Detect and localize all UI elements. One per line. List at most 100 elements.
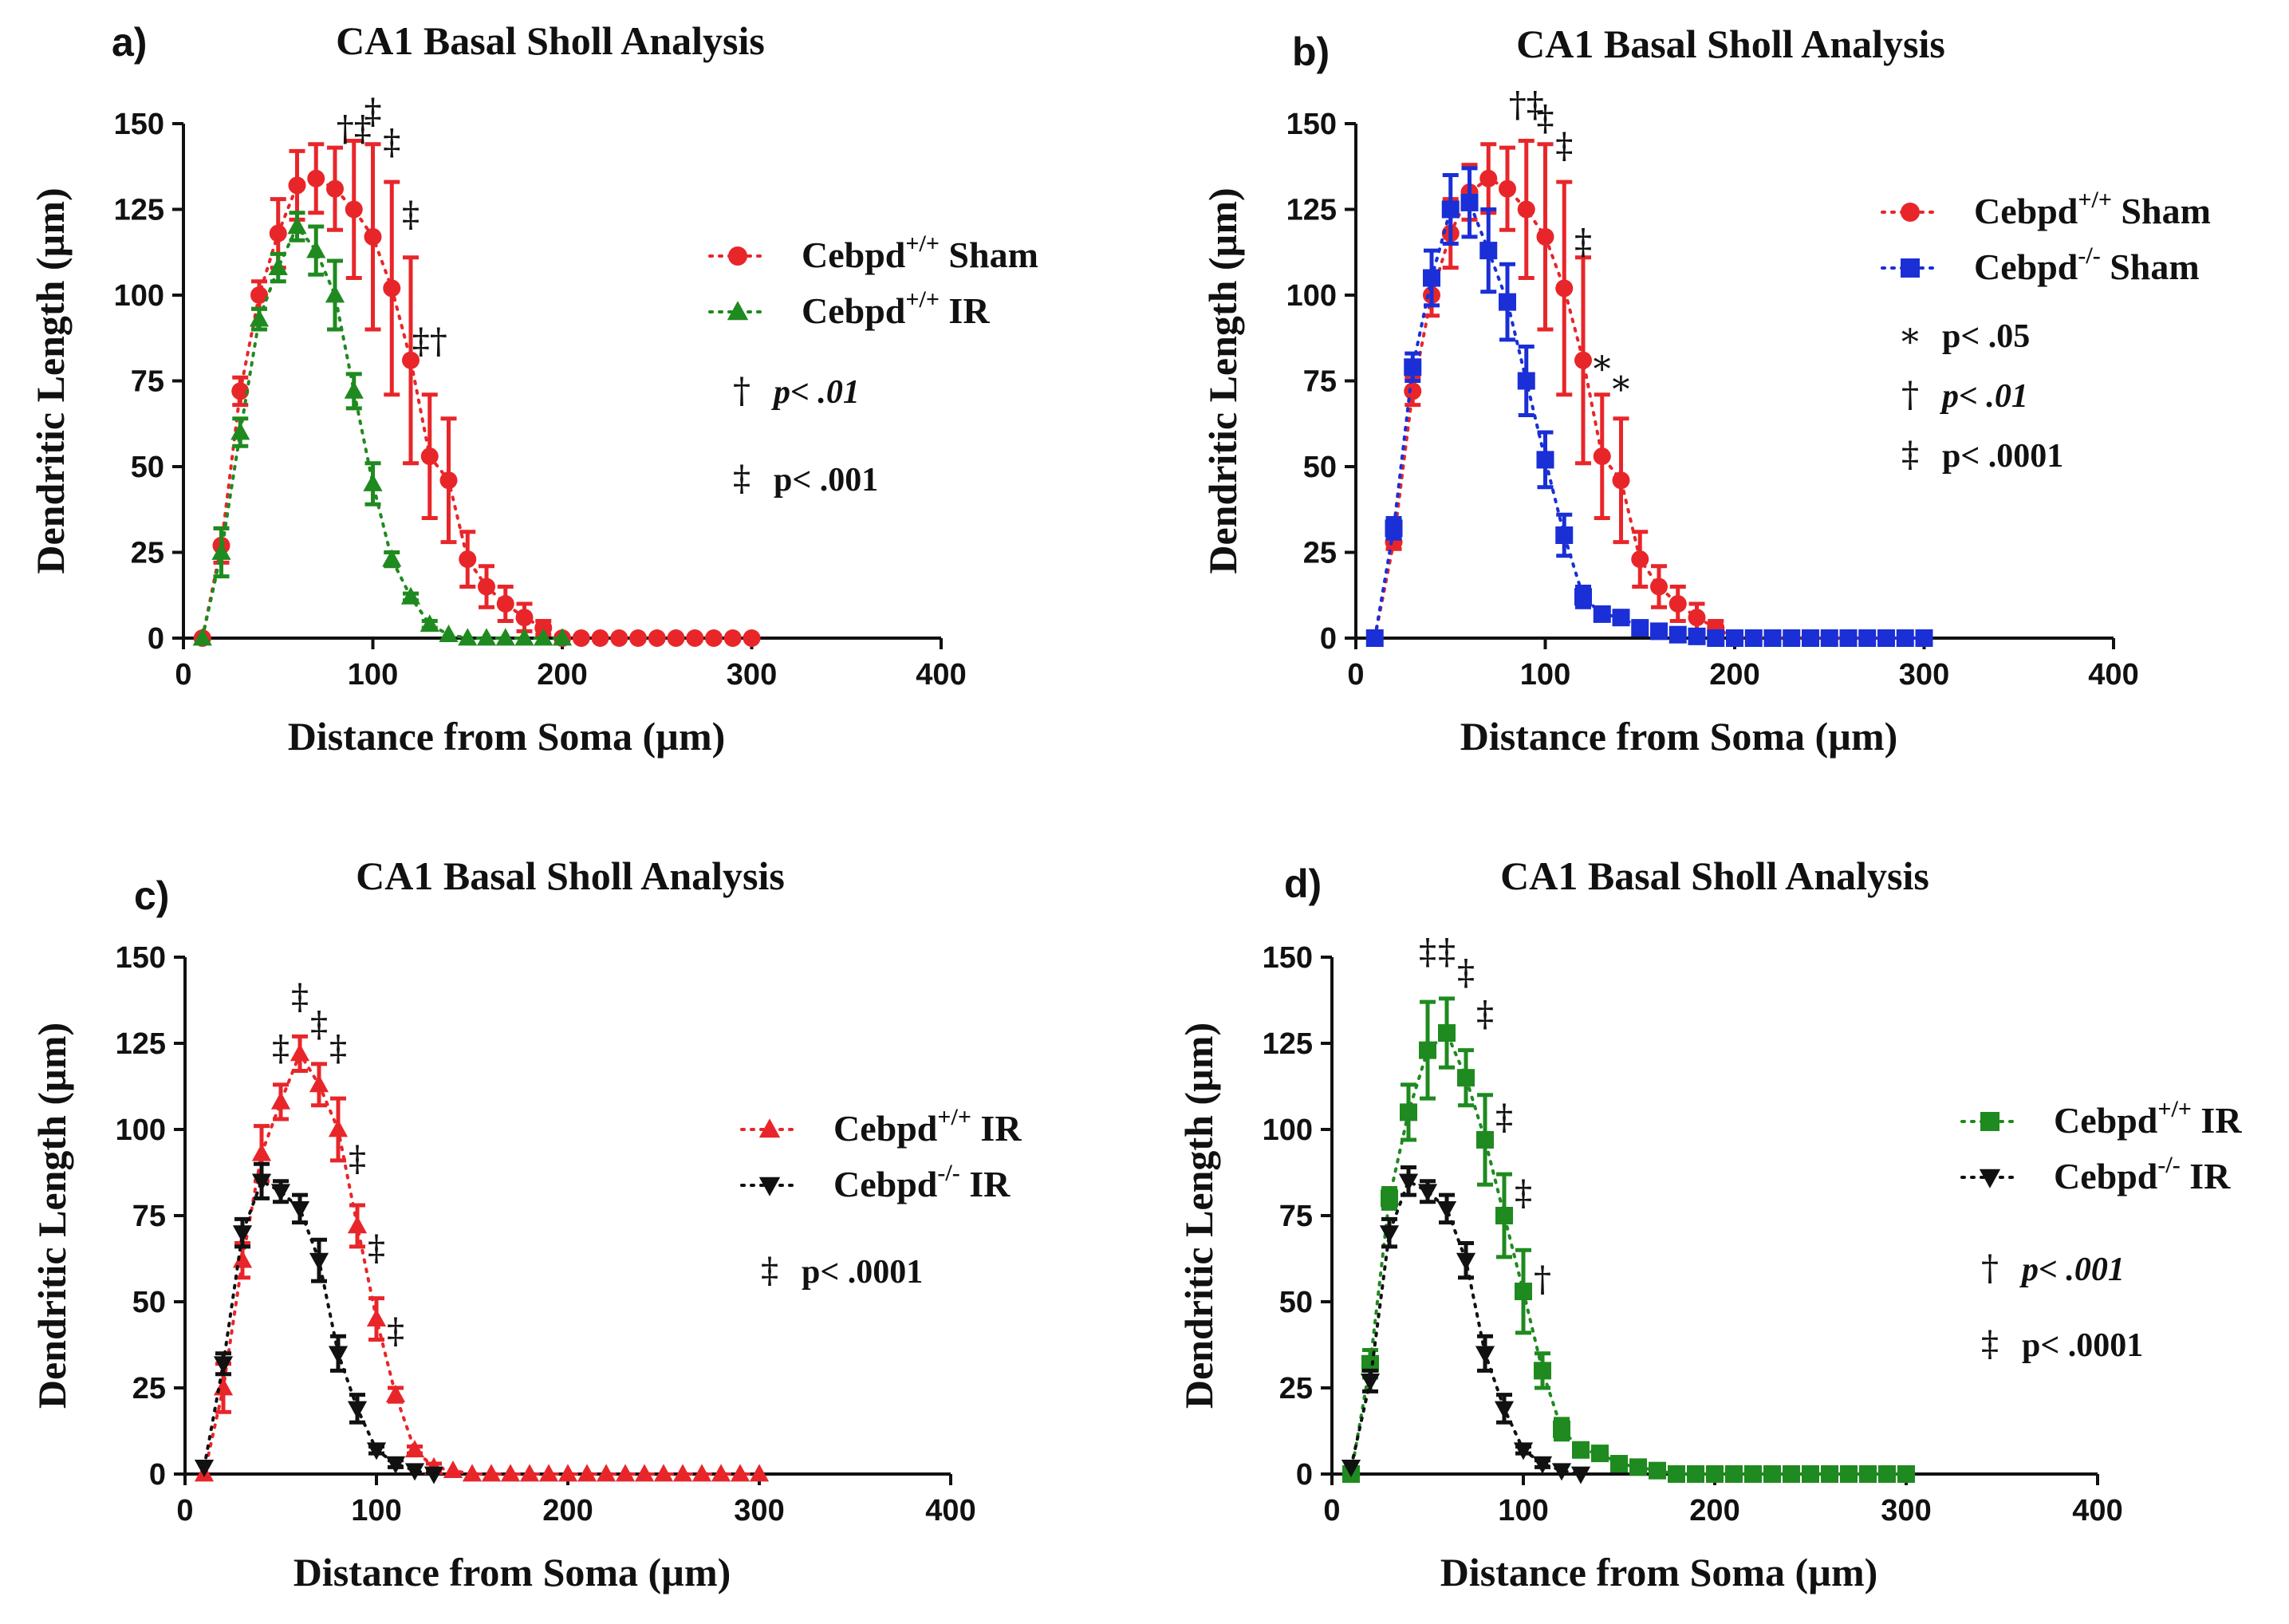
y-tick-label: 75 (132, 1200, 166, 1233)
data-point (1536, 227, 1554, 246)
data-point (1385, 519, 1403, 538)
chart-title: CA1 Basal Sholl Analysis (1500, 853, 1929, 898)
y-tick-label: 125 (114, 194, 164, 227)
data-point (1591, 1445, 1609, 1463)
data-point (1517, 200, 1535, 219)
data-point (1419, 1041, 1436, 1059)
y-tick-label: 0 (149, 1458, 166, 1492)
data-point (402, 351, 420, 369)
data-point (1687, 1465, 1704, 1483)
data-point (1878, 1465, 1896, 1483)
data-point (1456, 1252, 1476, 1271)
significance-annotation: ‡ (1555, 126, 1573, 167)
x-axis-label: Distance from Soma (µm) (288, 714, 726, 759)
series-triangle-down (194, 1161, 444, 1484)
legend-marker (1901, 203, 1920, 222)
data-point (557, 1464, 578, 1482)
series-triangle-up (192, 211, 573, 646)
data-point (711, 1464, 731, 1482)
data-point (328, 1119, 349, 1137)
data-point (596, 1464, 617, 1482)
y-tick-label: 150 (1263, 941, 1313, 975)
data-point (458, 628, 478, 646)
data-point (500, 1464, 521, 1482)
panel-d: d) CA1 Basal Sholl Analysis 0 100 200 300 400 0… (1176, 853, 2242, 1594)
significance-label: p< .0001 (1942, 438, 2063, 475)
data-point (610, 629, 628, 647)
y-axis-label: Dendritic Length (µm) (1200, 187, 1245, 574)
x-tick-label: 100 (1498, 1494, 1548, 1527)
data-point (250, 286, 268, 304)
data-point (1517, 372, 1535, 390)
legend-label: Cebpd-/- IR (2054, 1152, 2231, 1196)
data-point (591, 629, 609, 647)
data-point (307, 169, 325, 187)
data-point (347, 1216, 368, 1234)
x-tick-label: 300 (727, 658, 777, 692)
significance-symbol: ∗ (1898, 315, 1922, 356)
data-point (1460, 193, 1479, 211)
data-point (1479, 169, 1498, 187)
y-tick-label: 50 (131, 451, 164, 484)
data-point (552, 628, 573, 646)
x-tick-label: 100 (1520, 658, 1570, 692)
legend-label: Cebpd-/- Sham (1974, 242, 2200, 287)
data-point (476, 628, 497, 646)
significance-annotation: ‡ (402, 195, 420, 235)
significance-symbol: ‡ (1901, 435, 1919, 475)
data-point (1839, 629, 1858, 647)
significance-annotation: ‡ (1419, 932, 1436, 973)
y-tick-label: 50 (1279, 1286, 1313, 1319)
y-axis-label: Dendritic Length (µm) (1176, 1023, 1221, 1409)
data-point (1499, 179, 1516, 198)
y-tick-label: 50 (132, 1286, 166, 1319)
significance-symbol: ‡ (1981, 1324, 1999, 1365)
data-point (1551, 1463, 1572, 1481)
data-point (519, 1464, 540, 1482)
data-point (514, 628, 534, 646)
x-tick-label: 300 (1899, 658, 1949, 692)
significance-annotation: ∗ (1590, 342, 1614, 383)
data-point (328, 1346, 349, 1364)
y-tick-label: 125 (1263, 1027, 1313, 1061)
data-point (634, 1464, 655, 1482)
data-point (439, 625, 459, 643)
data-point (1495, 1207, 1513, 1224)
data-point (629, 629, 647, 647)
x-axis-label: Distance from Soma (µm) (294, 1550, 731, 1594)
data-point (1783, 629, 1801, 647)
panel-label: b) (1292, 30, 1330, 74)
y-tick-label: 125 (116, 1027, 166, 1061)
data-point (363, 473, 383, 491)
data-point (404, 1463, 425, 1481)
data-point (1555, 279, 1574, 298)
legend-marker (728, 246, 747, 266)
significance-annotation: ‡ (387, 1311, 404, 1352)
data-point (1612, 609, 1630, 627)
data-point (1821, 1465, 1838, 1483)
data-point (1877, 629, 1895, 647)
data-point (344, 380, 364, 399)
y-tick-label: 75 (131, 365, 164, 399)
series-square (1365, 166, 1933, 647)
significance-symbol: ‡ (761, 1251, 778, 1291)
data-point (251, 1143, 272, 1161)
data-point (705, 629, 723, 647)
data-point (1593, 447, 1611, 466)
y-tick-label: 100 (1263, 1114, 1313, 1147)
significance-annotation: † (1534, 1259, 1551, 1300)
data-point (1725, 1465, 1743, 1483)
data-point (667, 629, 685, 647)
data-point (383, 279, 401, 298)
data-point (478, 577, 495, 596)
y-tick-label: 50 (1303, 451, 1337, 484)
data-point (1534, 1362, 1551, 1380)
data-point (1572, 1441, 1590, 1459)
data-point (1499, 293, 1516, 311)
x-tick-label: 300 (1881, 1494, 1931, 1527)
data-point (1858, 629, 1877, 647)
panel-c: c) CA1 Basal Sholl Analysis 0 100 200 300 400 0… (30, 853, 1022, 1594)
data-point (1783, 1465, 1800, 1483)
data-point (404, 1440, 425, 1458)
data-point (534, 628, 554, 646)
